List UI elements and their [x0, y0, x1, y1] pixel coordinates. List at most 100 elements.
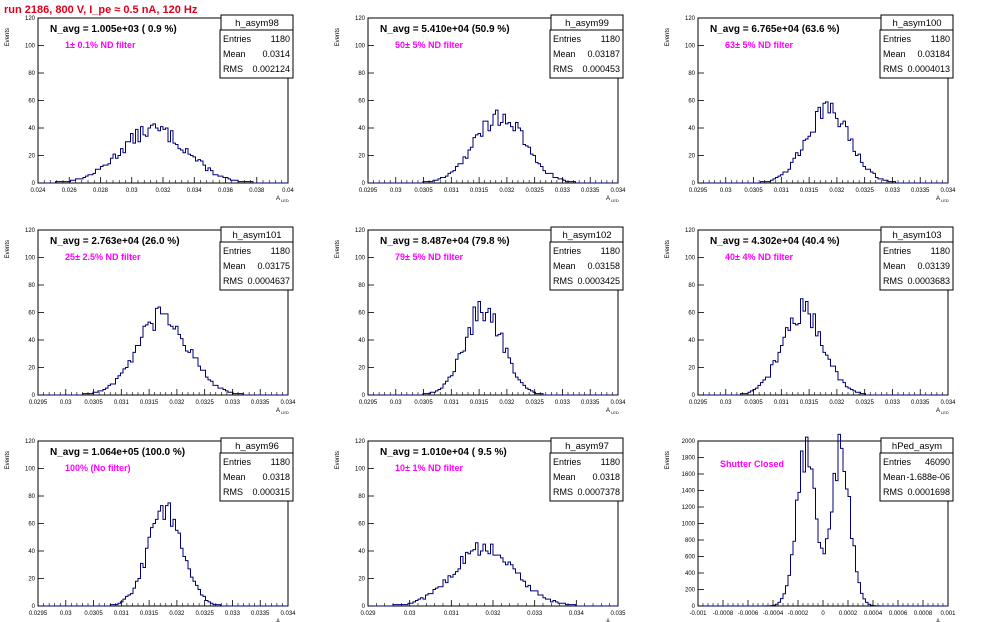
x-tick-label: 0.036	[218, 188, 234, 194]
stats-box	[879, 452, 954, 502]
stats-value: 1180	[601, 457, 620, 467]
filter-annotation: 25± 2.5% ND filter	[65, 252, 141, 262]
stats-label: RMS	[223, 64, 243, 74]
filter-annotation: 1± 0.1% ND filter	[65, 40, 136, 50]
x-axis-subscript: LED	[941, 198, 949, 203]
y-tick-label: 20	[358, 366, 365, 372]
stats-value: 0.03139	[917, 261, 950, 271]
y-tick-label: 120	[25, 439, 36, 445]
x-axis-title: A	[936, 196, 940, 202]
y-tick-label: 20	[28, 577, 35, 583]
x-tick-label: 0.032	[155, 188, 171, 194]
x-tick-label: 0.031	[114, 400, 130, 406]
y-tick-label: 20	[28, 154, 35, 160]
histogram-line	[38, 502, 288, 607]
x-tick-label: 0.0305	[744, 400, 763, 406]
x-tick-label: 0.0335	[911, 400, 930, 406]
y-axis-title: Events	[5, 240, 11, 258]
filter-annotation: 50± 5% ND filter	[395, 40, 463, 50]
y-tick-label: 40	[358, 126, 365, 132]
x-tick-label: 0.0004	[864, 611, 883, 617]
stats-value: 0.0001698	[907, 487, 950, 497]
y-tick-label: 0	[32, 181, 36, 187]
x-tick-label: 0.03	[60, 611, 72, 617]
x-tick-label: 0.033	[225, 400, 241, 406]
x-tick-label: 0.0325	[525, 400, 544, 406]
x-tick-label: 0.03	[404, 611, 416, 617]
x-tick-label: 0.0315	[470, 188, 489, 194]
x-tick-label: 0.0295	[359, 400, 378, 406]
y-tick-label: 40	[358, 549, 365, 555]
y-tick-label: 60	[28, 522, 35, 528]
y-tick-label: 80	[28, 71, 35, 77]
x-tick-label: 0.0325	[525, 188, 544, 194]
x-tick-label: 0.034	[610, 188, 626, 194]
x-tick-label: 0.0335	[251, 400, 270, 406]
stats-box	[879, 29, 954, 79]
stats-box	[219, 452, 294, 502]
stats-label: RMS	[553, 276, 573, 286]
x-tick-label: 0.024	[30, 188, 46, 194]
stats-label: Mean	[553, 472, 576, 482]
stats-value: 46090	[925, 457, 950, 467]
y-tick-label: 800	[685, 538, 696, 544]
x-tick-label: 0.032	[829, 400, 845, 406]
stats-label: Mean	[883, 49, 906, 59]
filter-annotation: 63± 5% ND filter	[725, 40, 793, 50]
histogram-name: hPed_asym	[892, 441, 942, 452]
stats-box	[219, 29, 294, 79]
x-tick-label: 0.0002	[839, 611, 858, 617]
x-tick-label: 0.0335	[911, 188, 930, 194]
stats-value: 0.0003683	[907, 276, 950, 286]
y-tick-label: 100	[25, 256, 36, 262]
x-tick-label: 0.03	[390, 400, 402, 406]
y-axis-title: Events	[665, 451, 671, 469]
histogram-name: h_asym100	[892, 18, 941, 29]
x-tick-label: 0.032	[169, 611, 185, 617]
y-tick-label: 60	[358, 522, 365, 528]
stats-value: 0.0004013	[907, 64, 950, 74]
y-tick-label: 120	[355, 228, 366, 234]
x-axis-title: A	[276, 619, 280, 622]
x-tick-label: 0.033	[555, 400, 571, 406]
y-tick-label: 120	[25, 16, 36, 22]
x-tick-label: 0.03	[60, 400, 72, 406]
y-tick-label: 0	[32, 393, 36, 399]
y-axis-title: Events	[5, 28, 11, 46]
y-tick-label: 100	[685, 44, 696, 50]
stats-label: Entries	[223, 457, 252, 467]
stats-label: Entries	[553, 34, 582, 44]
stats-label: Mean	[553, 261, 576, 271]
n-avg-title: N_avg = 1.005e+03 ( 0.9 %)	[50, 24, 177, 35]
stats-box	[219, 241, 294, 291]
stats-value: 0.03184	[917, 49, 950, 59]
x-tick-label: 0.0305	[84, 611, 103, 617]
x-tick-label: 0.04	[282, 188, 294, 194]
histogram-h_asym100: 0.0295 0.03 0.0305 0.031 0.0315 0.032 0.0325 0.…	[665, 14, 956, 203]
x-axis-title: A	[936, 619, 940, 622]
stats-value: 0.03175	[257, 261, 290, 271]
x-axis-title: A	[606, 196, 610, 202]
histogram-name: h_asym98	[235, 18, 279, 29]
x-tick-label: 0.032	[829, 188, 845, 194]
x-tick-label: 0.0315	[140, 400, 159, 406]
y-axis-title: Events	[5, 451, 11, 469]
x-tick-label: 0.032	[499, 188, 515, 194]
stats-label: Entries	[223, 246, 252, 256]
x-tick-label: 0.0315	[800, 188, 819, 194]
y-tick-label: 40	[358, 338, 365, 344]
x-axis-title: A	[276, 408, 280, 414]
filter-annotation: 100% (No filter)	[65, 463, 131, 473]
stats-value: 1180	[931, 34, 950, 44]
x-tick-label: 0.0325	[195, 611, 214, 617]
y-tick-label: 100	[355, 467, 366, 473]
n-avg-title: N_avg = 1.010e+04 ( 9.5 %)	[380, 447, 507, 458]
x-tick-label: 0.034	[610, 400, 626, 406]
y-tick-label: 80	[358, 71, 365, 77]
x-tick-label: 0.0295	[29, 400, 48, 406]
y-tick-label: 2000	[682, 439, 696, 445]
x-tick-label: 0.0295	[689, 400, 708, 406]
histogram-name: h_asym96	[235, 441, 279, 452]
y-tick-label: 60	[28, 99, 35, 105]
x-tick-label: 0.033	[885, 400, 901, 406]
